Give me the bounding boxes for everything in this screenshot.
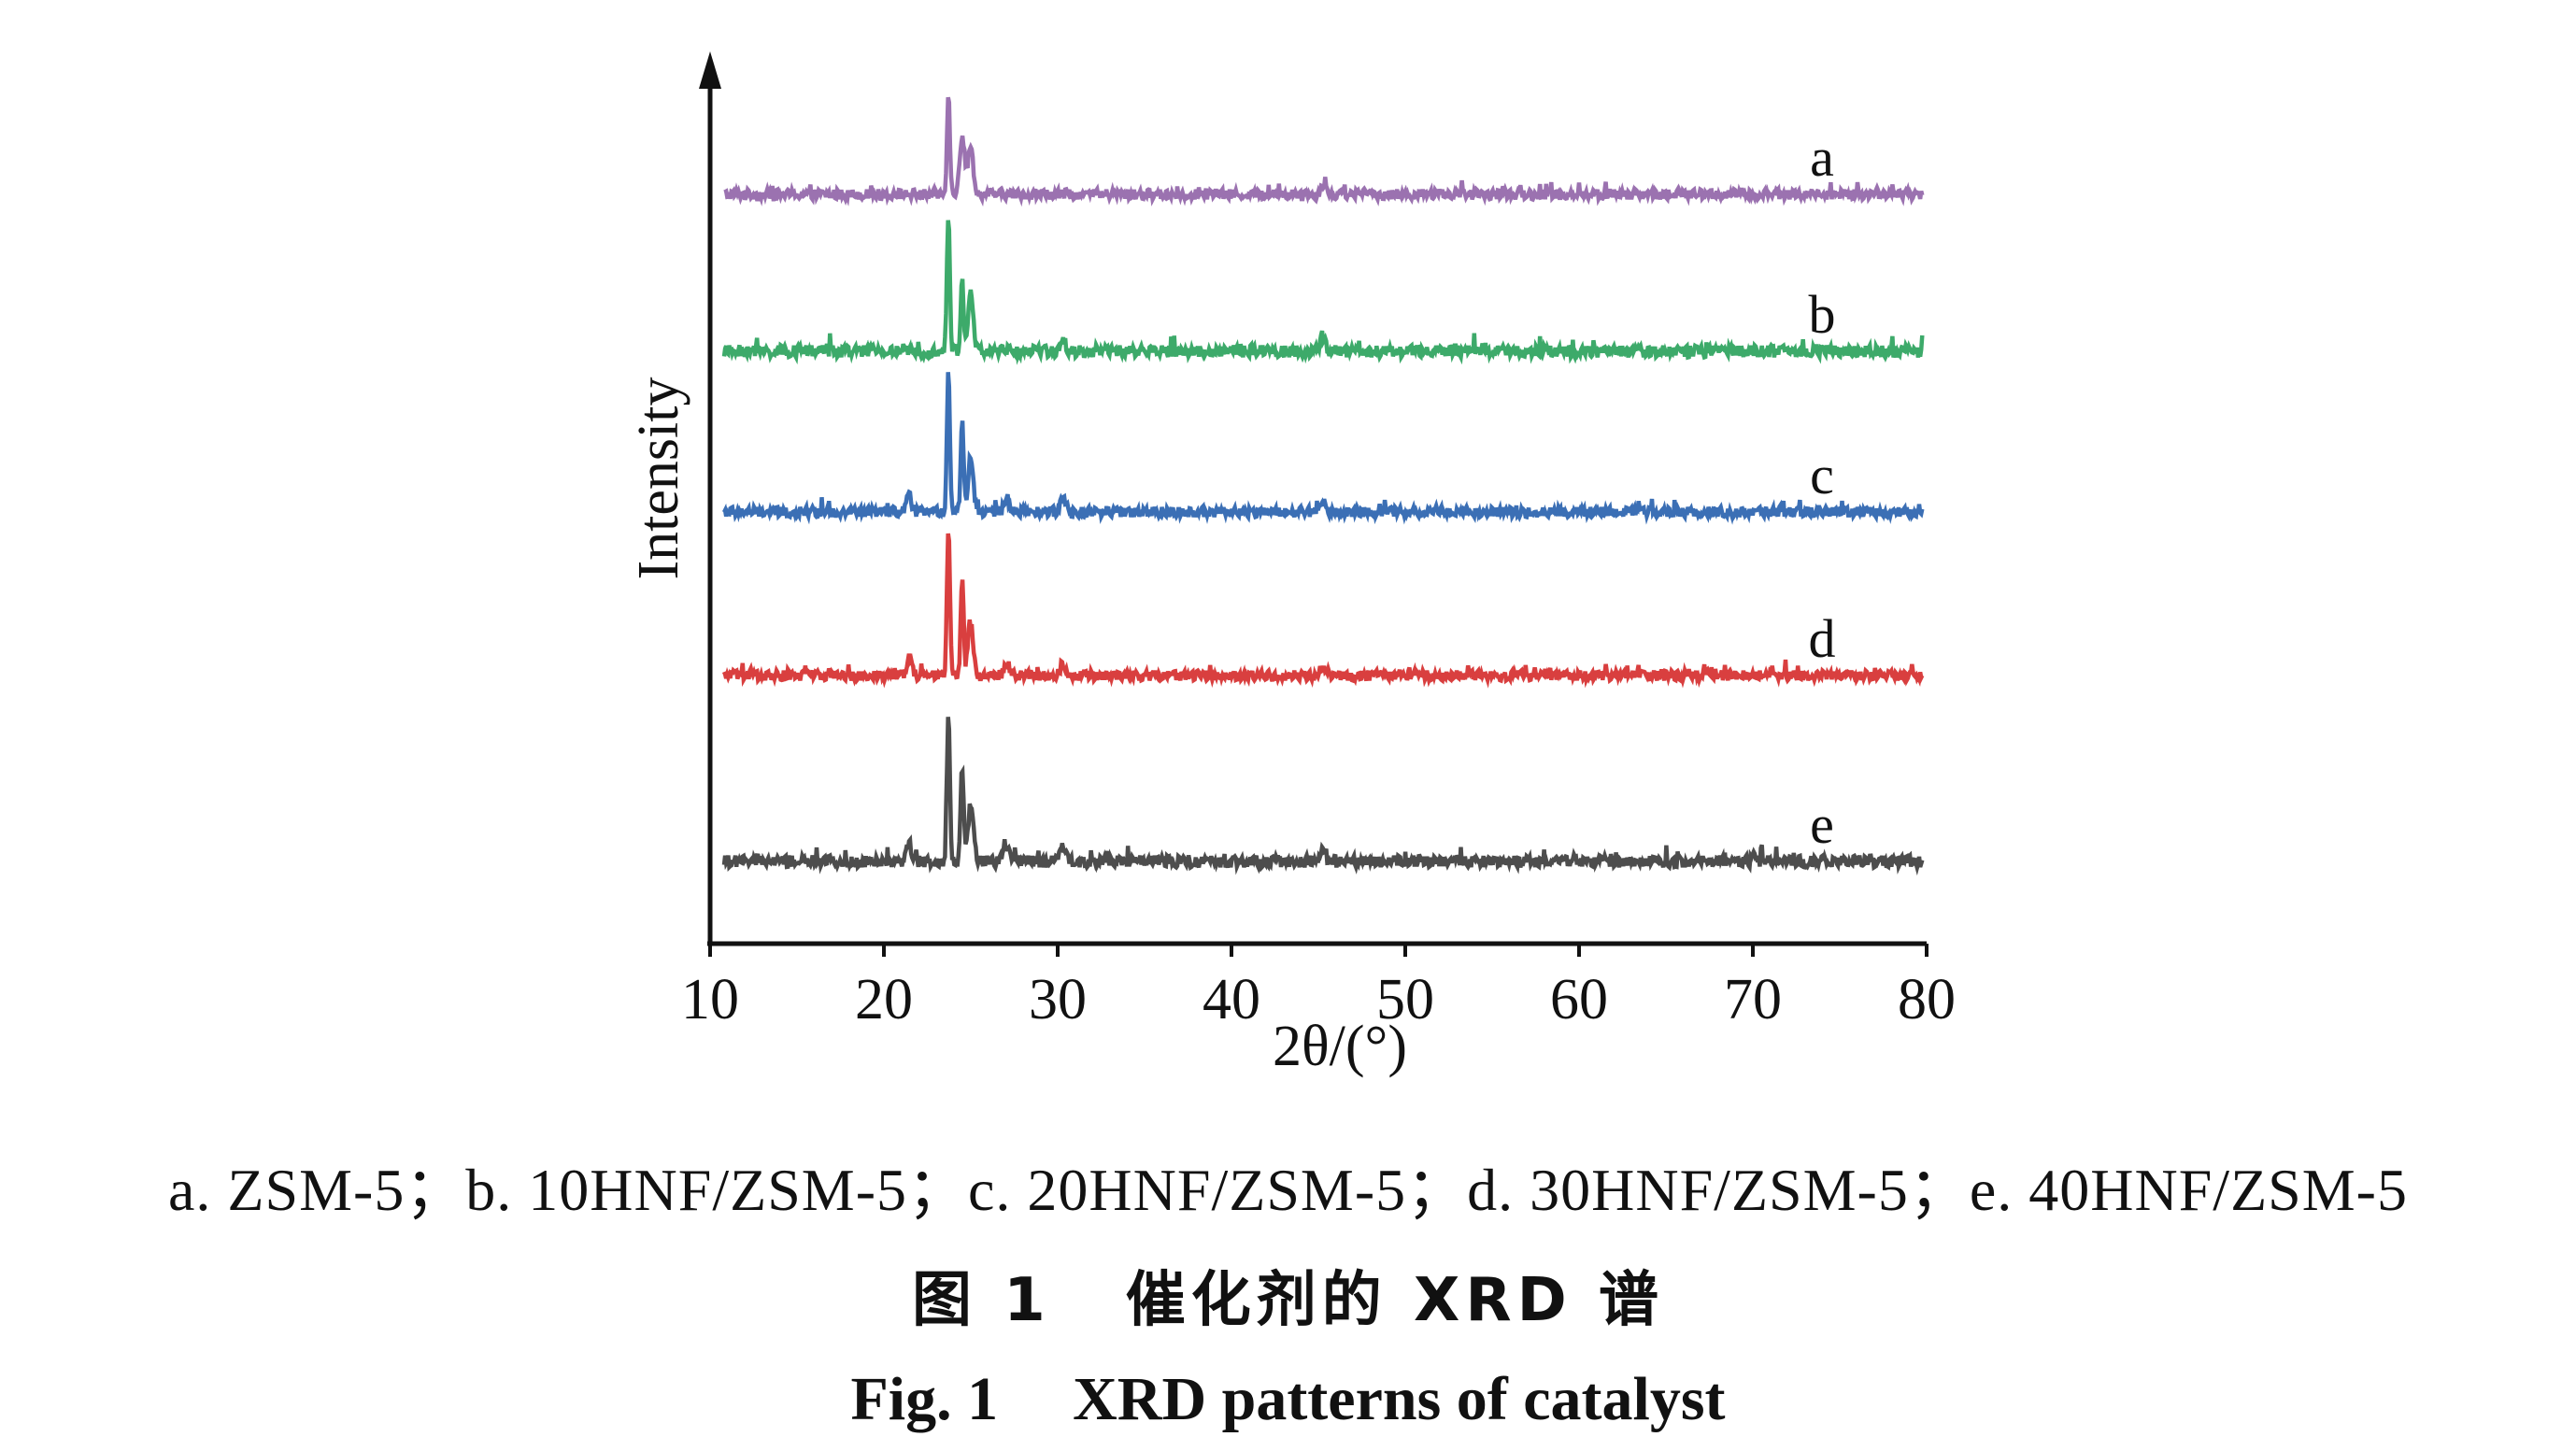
series-line-e [721,717,1925,876]
english-figure-caption: Fig. 1 XRD patterns of catalyst [0,1364,2576,1435]
series-labels: a b c d e [1809,127,1836,855]
series-label-d: d [1809,608,1836,669]
x-tick-label: 20 [855,968,913,1031]
x-tick-label: 50 [1376,968,1434,1031]
x-axis-label: 2θ/(°) [1273,1015,1407,1078]
x-tick-label: 70 [1724,968,1782,1031]
chinese-figure-caption: 图 1 催化剂的 XRD 谱 [0,1252,2576,1338]
series-line-b [721,220,1925,365]
series-layer [721,96,1925,876]
series-label-c: c [1810,445,1834,505]
x-tick-label: 80 [1898,968,1956,1031]
en-figure-title: XRD patterns of catalyst [1073,1365,1726,1433]
cn-figure-title: 催化剂的 XRD 谱 [1125,1266,1665,1335]
en-figure-number: Fig. 1 [850,1365,999,1433]
series-line-c [721,372,1925,525]
x-tick-label: 10 [681,968,739,1031]
x-tick-label: 40 [1203,968,1260,1031]
y-axis-label: Intensity [627,377,690,580]
x-tick-label: 30 [1029,968,1087,1031]
series-line-d [721,533,1925,689]
series-label-e: e [1810,794,1834,855]
axes [699,51,1927,946]
y-axis-arrow-icon [699,51,721,89]
xrd-chart: 10 20 30 40 50 60 70 80 a b c d e 2θ/(°) Intensity [627,51,1956,1078]
series-label-b: b [1809,284,1836,345]
x-ticks: 10 20 30 40 50 60 70 80 [681,944,1956,1031]
cn-figure-number: 图 1 [911,1266,1051,1335]
series-line-a [723,96,1925,207]
x-tick-label: 60 [1550,968,1608,1031]
series-label-a: a [1810,127,1834,188]
legend-caption: a. ZSM-5；b. 10HNF/ZSM-5；c. 20HNF/ZSM-5；d… [168,1157,2408,1223]
